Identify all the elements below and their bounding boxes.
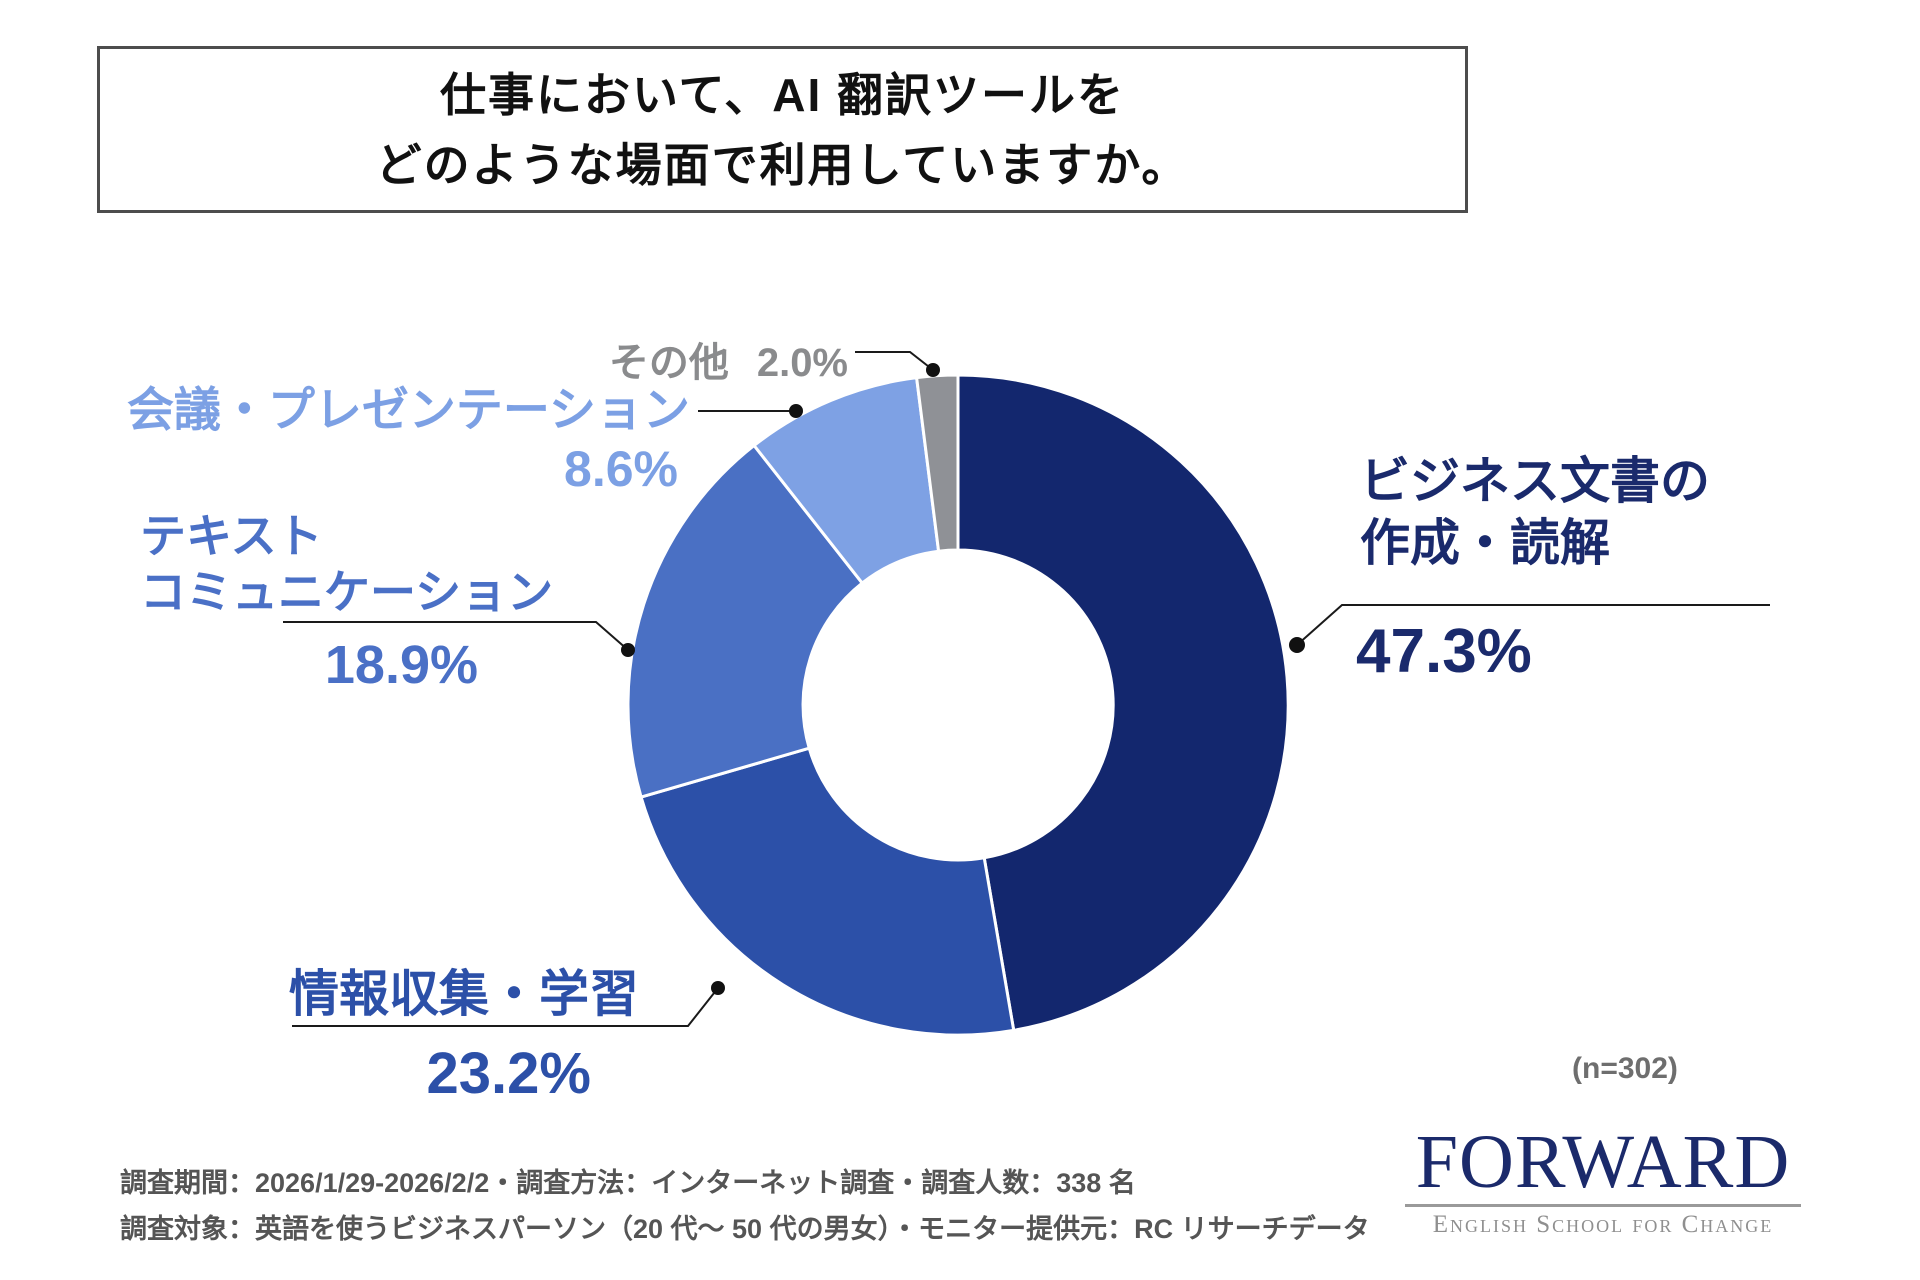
donut-slice-0 [956,373,1290,1032]
slice-label-business-pct: 47.3% [1356,617,1532,686]
forward-logo: FORWARD English School for Change [1405,1122,1801,1239]
survey-footnote-line2: 調査対象：英語を使うビジネスパーソン（20 代〜 50 代の男女）・モニター提供… [120,1214,1370,1244]
logo-wordmark: FORWARD [1415,1120,1791,1204]
logo-divider [1405,1204,1801,1207]
slice-label-meeting: 会議・プレゼンテーション 8.6% [127,382,690,500]
title-box: 仕事において、AI 翻訳ツールを どのような場面で利用していますか。 [97,46,1468,213]
leader-other [855,351,940,377]
donut-slices [626,373,1290,1037]
leader-meeting [698,404,803,418]
leader-text [283,621,635,657]
slice-label-other-name: その他 [608,341,729,385]
survey-footnote-line1: 調査期間：2026/1/29-2026/2/2・調査方法：インターネット調査・調… [120,1168,1136,1198]
sample-size-note: (n=302) [1572,1052,1678,1085]
page-title-line2: どのような場面で利用していますか。 [375,138,1190,191]
slice-label-meeting-name: 会議・プレゼンテーション [126,383,690,436]
logo-tagline: English School for Change [1432,1211,1774,1238]
slice-label-other-pct: 2.0% [756,341,848,385]
leader-business [1289,604,1770,653]
slice-label-text: テキスト コミュニケーション [140,508,553,620]
slice-label-business-line2: 作成・読解 [1360,515,1610,571]
survey-footnote: 調査期間：2026/1/29-2026/2/2・調査方法：インターネット調査・調… [120,1160,1370,1252]
slice-label-other: その他 2.0% [609,330,848,388]
leader-info [292,981,725,1027]
donut-slice-1 [639,746,1016,1037]
donut-slice-2 [626,444,864,799]
slice-label-text-line2: コミュニケーション [140,566,554,618]
slice-label-business: ビジネス文書の 作成・読解 [1360,450,1710,574]
slice-label-info: 情報収集・学習 [289,966,639,1022]
page-title-line1: 仕事において、AI 翻訳ツールを [439,68,1126,121]
slice-label-business-line1: ビジネス文書の [1360,453,1710,509]
slice-label-text-pct: 18.9% [324,635,478,695]
slice-label-text-line1: テキスト [140,510,323,562]
slice-label-meeting-pct: 8.6% [564,441,678,497]
slice-label-info-pct: 23.2% [426,1041,591,1106]
